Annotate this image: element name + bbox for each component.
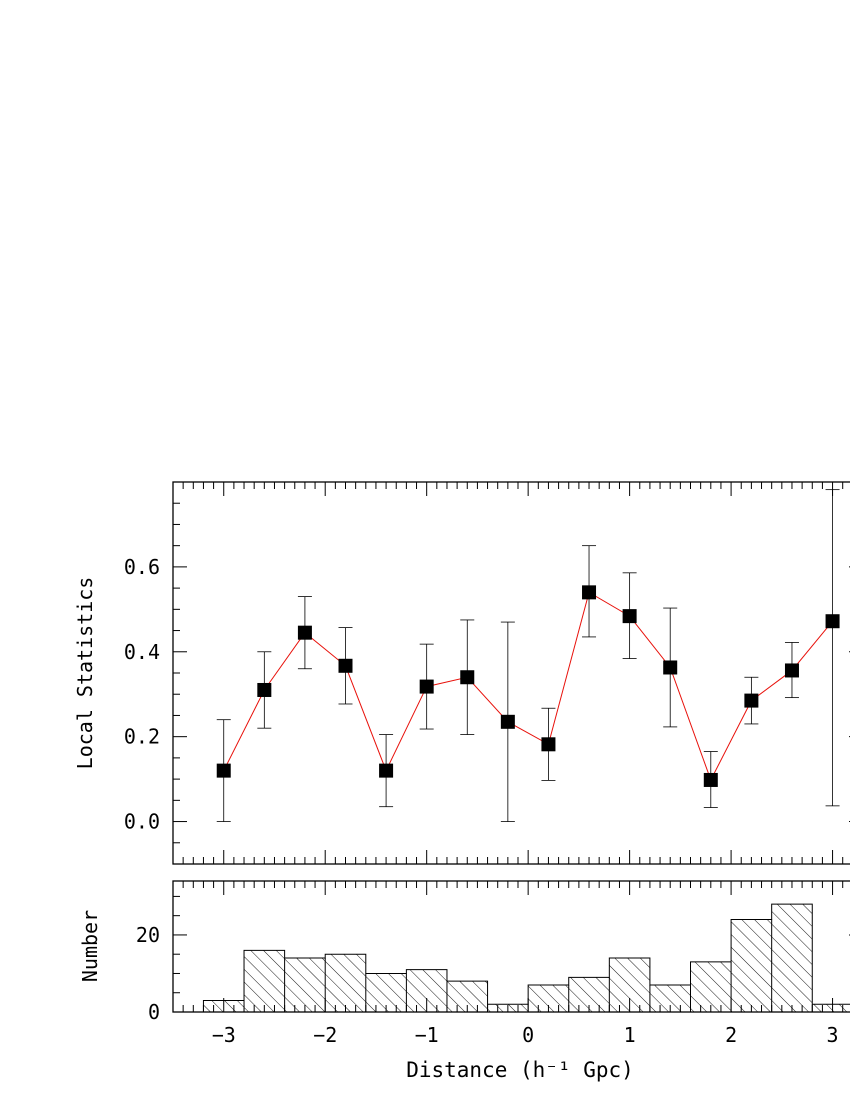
data-point bbox=[379, 763, 394, 778]
lower-y-axis-label: Number bbox=[78, 910, 102, 982]
data-point bbox=[663, 660, 678, 675]
data-point bbox=[784, 663, 799, 678]
histogram-bar bbox=[731, 919, 772, 1012]
x-tick-labels: −3 −2 −1 0 1 2 3 bbox=[212, 1023, 839, 1047]
data-point bbox=[582, 585, 597, 600]
upper-plot-frame bbox=[172, 481, 850, 865]
histogram-bar bbox=[244, 950, 285, 1012]
histogram-bar bbox=[325, 954, 366, 1012]
data-point bbox=[541, 737, 556, 752]
lower-ticks bbox=[172, 881, 850, 1013]
upper-y-axis-label: Local Statistics bbox=[73, 577, 97, 770]
upper-y-tick-label: 0.0 bbox=[124, 810, 160, 834]
data-point bbox=[216, 763, 231, 778]
data-point bbox=[257, 682, 272, 697]
data-point bbox=[297, 625, 312, 640]
data-point bbox=[419, 679, 434, 694]
series-line bbox=[223, 591, 833, 782]
x-tick-label: −2 bbox=[313, 1023, 337, 1047]
upper-y-tick-label: 0.6 bbox=[124, 555, 160, 579]
upper-y-tick-label: 0.4 bbox=[124, 640, 160, 664]
lower-y-tick-labels: 0 20 bbox=[136, 923, 160, 1024]
histogram-outline bbox=[202, 903, 850, 1012]
x-tick-label: 1 bbox=[624, 1023, 636, 1047]
x-axis-label: Distance (h⁻¹ Gpc) bbox=[406, 1058, 634, 1082]
data-point bbox=[500, 714, 515, 729]
histogram-bar bbox=[771, 904, 813, 1012]
histogram-bar bbox=[284, 958, 326, 1012]
upper-error-bars bbox=[216, 489, 840, 822]
x-tick-label: 2 bbox=[725, 1023, 737, 1047]
upper-y-tick-labels: 0.0 0.2 0.4 0.6 bbox=[124, 555, 160, 834]
x-tick-label: −3 bbox=[212, 1023, 236, 1047]
upper-markers bbox=[216, 585, 840, 787]
histogram-bar bbox=[812, 1004, 850, 1012]
lower-y-tick-label: 20 bbox=[136, 923, 160, 947]
data-point bbox=[338, 658, 353, 673]
x-tick-label: 0 bbox=[522, 1023, 534, 1047]
data-point bbox=[703, 772, 718, 787]
upper-ticks bbox=[172, 481, 850, 865]
histogram-bar bbox=[690, 961, 732, 1012]
upper-y-tick-label: 0.2 bbox=[124, 725, 160, 749]
x-tick-label: −1 bbox=[415, 1023, 439, 1047]
data-point bbox=[460, 670, 475, 685]
x-tick-label: 3 bbox=[827, 1023, 839, 1047]
data-point bbox=[825, 614, 840, 629]
lower-y-tick-label: 0 bbox=[148, 1000, 160, 1024]
data-point bbox=[744, 693, 759, 708]
data-point bbox=[622, 609, 637, 624]
